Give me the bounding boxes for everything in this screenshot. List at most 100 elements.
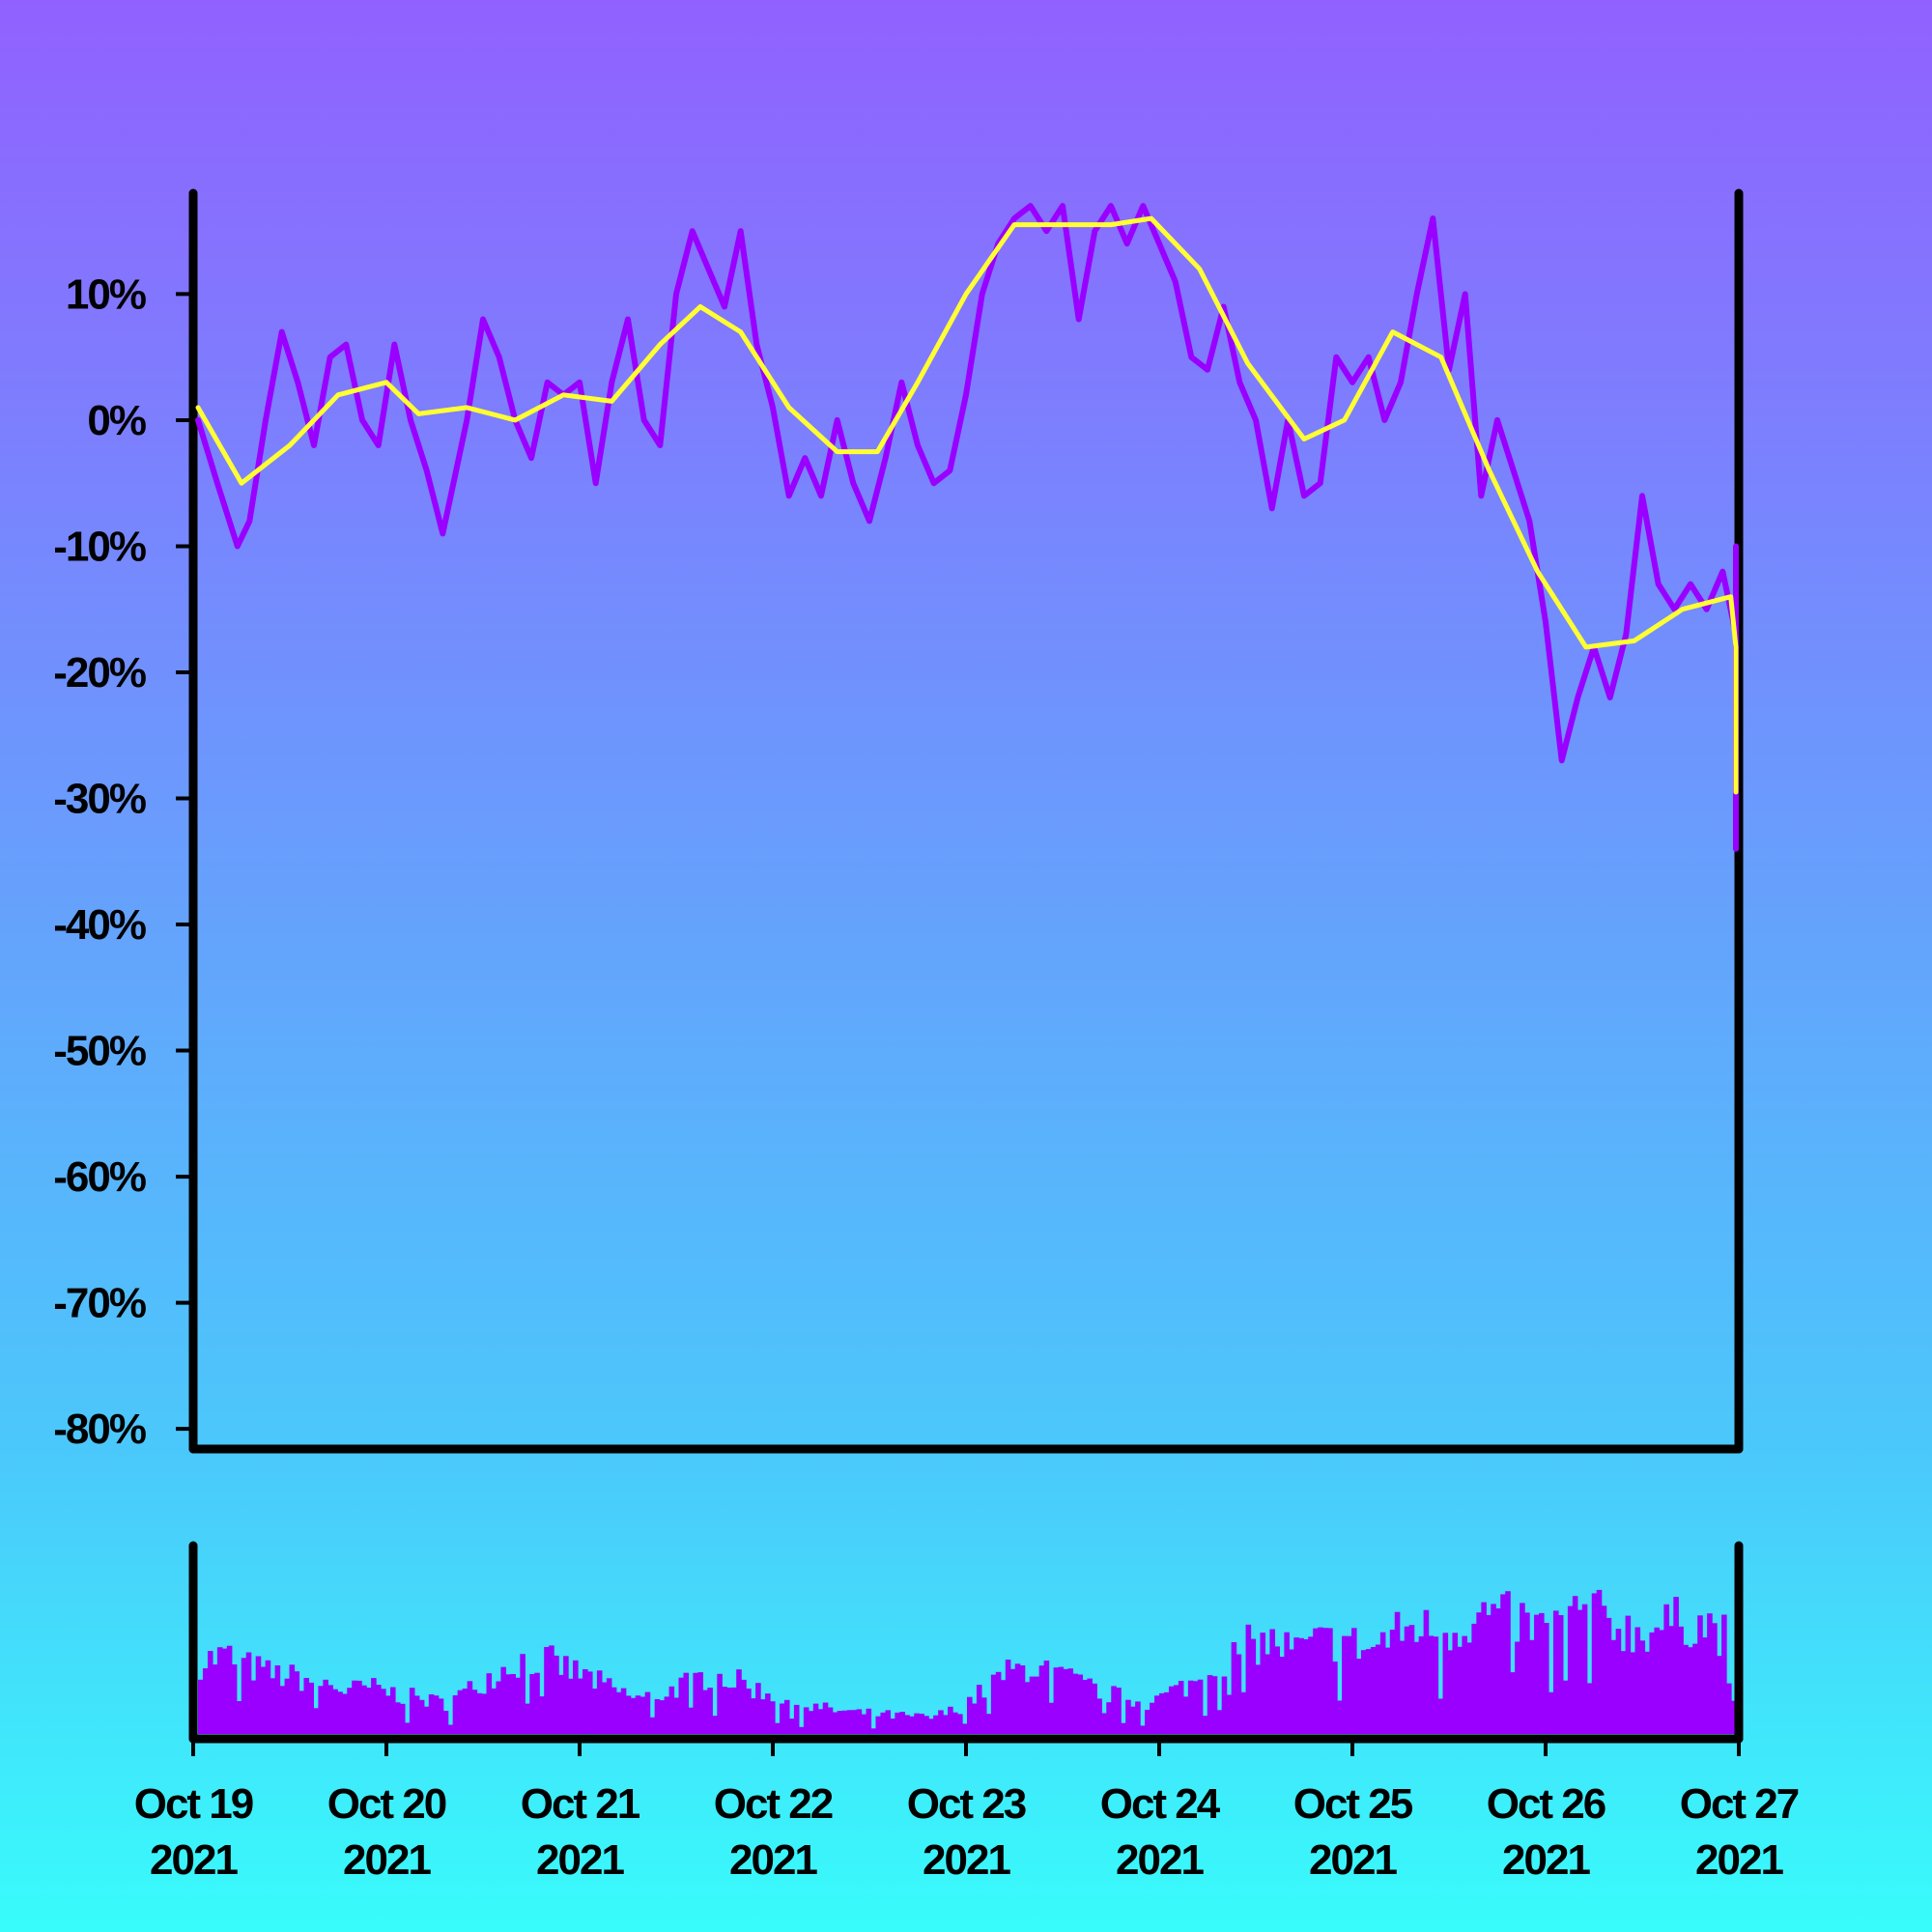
volume-bar (1495, 1608, 1501, 1734)
volume-bar (1663, 1604, 1669, 1734)
volume-bar (1654, 1627, 1660, 1734)
volume-bar (914, 1713, 920, 1734)
volume-bar (1437, 1698, 1444, 1734)
volume-bar (1491, 1604, 1496, 1734)
volume-bar (639, 1696, 646, 1734)
volume-bar (1562, 1680, 1569, 1734)
volume-bar (899, 1712, 905, 1734)
volume-bar (630, 1697, 637, 1734)
volume-bar (279, 1686, 286, 1734)
x-tick-year-label: 2021 (343, 1836, 431, 1884)
volume-bar (1135, 1701, 1141, 1734)
volume-bar (413, 1695, 420, 1734)
y-tick-label: -80% (53, 1406, 146, 1453)
volume-bar (1423, 1609, 1430, 1734)
volume-bar (1610, 1639, 1617, 1734)
volume-bar (770, 1701, 776, 1734)
x-axis-ticks: Oct 19 2021 Oct 20 2021 Oct 21 2021 Oct 22 2021… (134, 1739, 1801, 1884)
volume-bar (1683, 1644, 1689, 1734)
volume-bar (1630, 1652, 1636, 1734)
volume-bar (1520, 1603, 1525, 1734)
volume-bar (366, 1688, 372, 1734)
volume-bar (1313, 1628, 1319, 1734)
volume-bar (1384, 1647, 1391, 1734)
volume-bar (515, 1677, 521, 1734)
volume-bar (1557, 1615, 1564, 1734)
y-tick-label: 0% (87, 397, 145, 444)
volume-bar (1712, 1623, 1718, 1734)
volume-bar (837, 1711, 843, 1734)
volume-bar (1264, 1654, 1271, 1734)
volume-bar (462, 1689, 469, 1734)
volume-bar (1552, 1610, 1559, 1734)
volume-bar (783, 1699, 790, 1734)
y-tick-label: -20% (53, 649, 146, 696)
volume-bar (1101, 1713, 1107, 1734)
volume-bar (221, 1648, 228, 1734)
volume-bar (1601, 1605, 1607, 1734)
volume-bar (635, 1695, 641, 1734)
volume-bar (1447, 1650, 1454, 1734)
volume-bar (1466, 1642, 1472, 1734)
volume-bar (683, 1672, 690, 1734)
volume-bar (1644, 1651, 1651, 1734)
volume-bar (1168, 1686, 1175, 1734)
volume-bar (1471, 1623, 1477, 1734)
volume-bar (323, 1679, 328, 1734)
volume-bar (817, 1709, 824, 1734)
volume-bar (1053, 1667, 1060, 1734)
volume-bar (967, 1696, 973, 1734)
volume-bar (827, 1707, 834, 1734)
volume-bar (1375, 1644, 1381, 1734)
volume-bar (245, 1652, 252, 1734)
volume-bar (404, 1722, 411, 1734)
volume-bar (909, 1716, 915, 1734)
x-tick-label: Oct 22 (714, 1780, 833, 1828)
volume-bar (803, 1707, 810, 1734)
volume-bar (1697, 1615, 1703, 1734)
volume-bar (1428, 1635, 1435, 1734)
volume-bar (298, 1690, 305, 1734)
x-tick-year-label: 2021 (1309, 1836, 1397, 1884)
volume-bar (558, 1674, 564, 1734)
volume-bar (1150, 1702, 1155, 1734)
moving-average-line (195, 215, 1739, 795)
volume-bar (1442, 1633, 1449, 1734)
volume-bar (1668, 1626, 1674, 1734)
volume-bar (418, 1699, 425, 1734)
volume-bar (1413, 1641, 1420, 1734)
volume-bar (337, 1691, 343, 1734)
x-tick-label: Oct 20 (327, 1780, 446, 1828)
volume-bar (1077, 1674, 1083, 1734)
x-tick-year-label: 2021 (1695, 1836, 1783, 1884)
volume-bar (554, 1655, 559, 1734)
x-tick-label: Oct 25 (1293, 1780, 1413, 1828)
volume-bar (347, 1688, 353, 1734)
volume-bar (1116, 1688, 1122, 1734)
volume-bar (1255, 1664, 1262, 1734)
volume-bar (851, 1710, 858, 1734)
volume-bar (1178, 1681, 1184, 1734)
volume-bar (578, 1678, 583, 1734)
y-tick-label: -10% (53, 523, 146, 570)
volume-bar (236, 1701, 242, 1734)
volume-bar (1688, 1647, 1693, 1734)
x-tick-label: Oct 27 (1680, 1780, 1799, 1828)
volume-bar (779, 1703, 785, 1734)
volume-bar (1048, 1702, 1055, 1734)
volume-bar (1082, 1680, 1088, 1734)
volume-bar (615, 1691, 622, 1734)
volume-bar (308, 1682, 314, 1734)
volume-bar (990, 1674, 997, 1734)
volume-bar (841, 1710, 848, 1734)
volume-bar (1544, 1623, 1549, 1734)
volume-bar (1476, 1612, 1482, 1734)
volume-bar (1548, 1691, 1554, 1734)
volume-bar (356, 1680, 362, 1734)
volume-bar (1355, 1659, 1362, 1734)
volume-bar (919, 1714, 924, 1734)
volume-bar (1159, 1692, 1165, 1734)
volume-bar (1634, 1627, 1641, 1734)
volume-bar (591, 1689, 598, 1734)
volume-bar (1510, 1672, 1516, 1734)
